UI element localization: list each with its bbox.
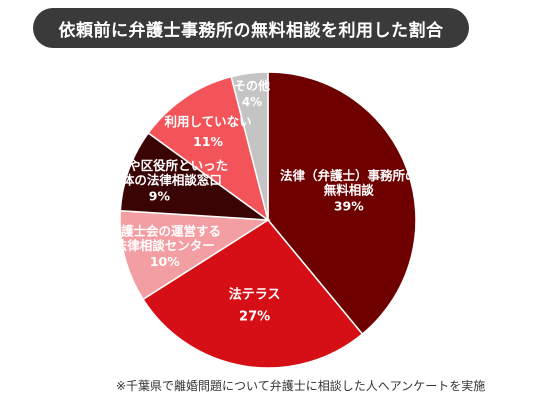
slice-label-6-line-1: その他 xyxy=(234,78,270,93)
pie-slice-5 xyxy=(147,75,270,222)
slice-value-5: 11% xyxy=(193,134,223,149)
slice-value-3: 10% xyxy=(150,254,180,269)
slice-label-4-line-1: 市役所や区役所といった xyxy=(91,158,229,173)
slice-label-4-line-2: 自治体の法律相談窓口 xyxy=(97,173,222,188)
slice-value-4: 9% xyxy=(149,189,171,204)
slice-value-1: 39% xyxy=(334,199,364,214)
pie-slice-1 xyxy=(267,71,417,336)
slice-label-3-line-2: 法律相談センター xyxy=(115,238,215,253)
footnote: ※千葉県で離婚問題について弁護士に相談した人へアンケートを実施 xyxy=(116,379,486,393)
slice-label-1-line-1: 法律（弁護士）事務所の xyxy=(280,168,418,183)
slice-label-1-line-2: 無料相談 xyxy=(324,183,375,198)
pie-slice-6 xyxy=(230,71,269,221)
slice-value-6: 4% xyxy=(242,95,262,109)
slice-label-3-line-1: 弁護士会の運営する xyxy=(109,224,222,239)
pie-slice-3 xyxy=(119,209,271,301)
slice-label-2-line-1: 法テラス xyxy=(229,286,281,302)
slice-label-5-line-1: 利用していない xyxy=(165,114,252,129)
pie-slice-2 xyxy=(142,219,364,369)
slice-value-2: 27% xyxy=(239,309,270,324)
chart-title: 依頼前に弁護士事務所の無料相談を利用した割合 xyxy=(33,8,469,48)
pie-slice-4 xyxy=(119,131,271,221)
pie-slices xyxy=(119,71,417,369)
